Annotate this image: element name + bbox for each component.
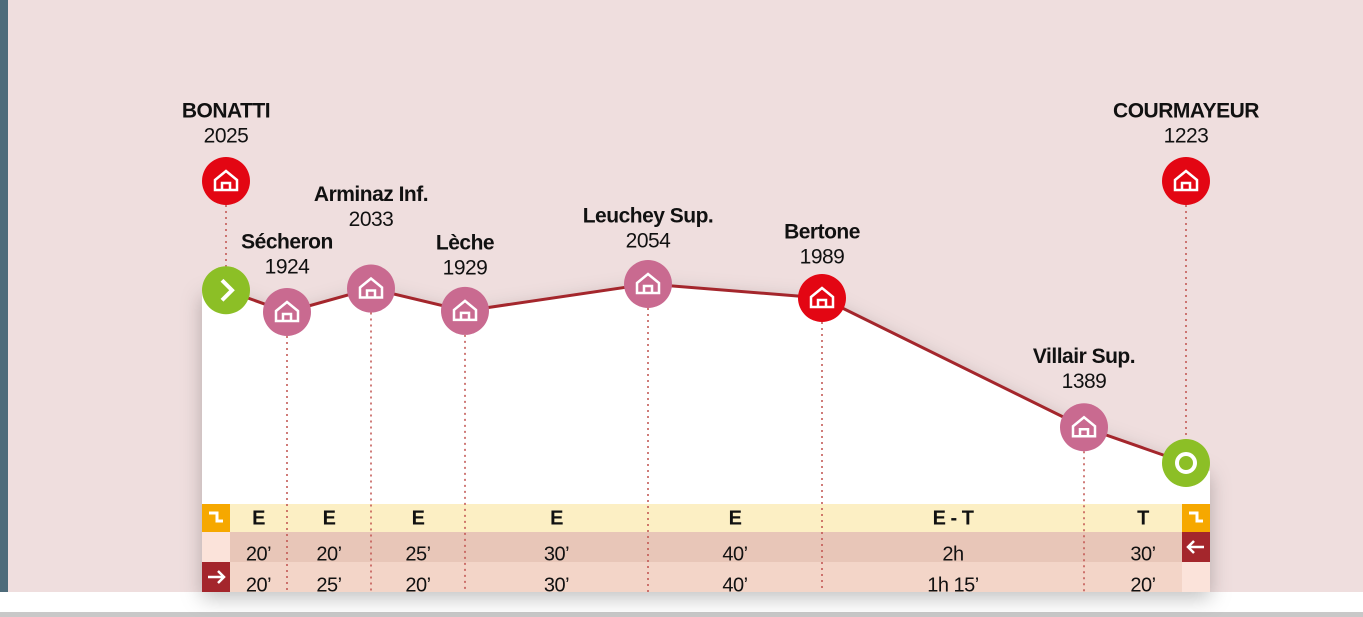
difficulty-row [202, 504, 1210, 532]
waypoint-icon [624, 260, 672, 308]
icon-glyph [452, 299, 478, 322]
time-forward: 40’ [722, 543, 747, 565]
start-marker [202, 266, 250, 315]
time-forward: 25’ [405, 543, 430, 565]
difficulty-icon-glyph [1189, 511, 1203, 523]
waypoint-name: Arminaz Inf. [314, 183, 428, 206]
difficulty: T [1137, 507, 1149, 529]
time-back: 1h 15’ [927, 574, 979, 596]
time-forward: 30’ [544, 543, 569, 565]
waypoint-name: Villair Sup. [1033, 345, 1135, 368]
difficulty: E [323, 507, 336, 529]
waypoint-elevation: 2054 [626, 230, 672, 253]
difficulty: E [412, 507, 425, 529]
icon-glyph [213, 169, 239, 192]
time-row-back [202, 562, 1210, 592]
waypoint-elevation: 1389 [1062, 370, 1107, 393]
waypoint-name: Sécheron [241, 231, 333, 254]
waypoint-name: Lèche [436, 231, 494, 254]
time-back: 30’ [544, 574, 569, 596]
waypoint-name: Bertone [784, 221, 860, 244]
cell [1182, 562, 1210, 592]
icon-glyph [1071, 415, 1097, 438]
waypoint-elevation: 1929 [443, 256, 488, 279]
waypoint-icon [347, 264, 395, 313]
time-back: 20’ [1130, 574, 1155, 596]
waypoint-icon [1060, 403, 1108, 452]
difficulty: E [252, 507, 265, 529]
waypoint-elevation: 2033 [349, 208, 394, 231]
waypoint-icon [441, 286, 489, 335]
end-marker [1162, 439, 1210, 487]
time-forward: 2h [942, 543, 963, 565]
waypoint-elevation: 1223 [1164, 125, 1209, 148]
marker-glyph [1175, 452, 1197, 474]
waypoint-icon [1162, 157, 1210, 205]
time-forward: 20’ [246, 543, 271, 565]
time-row-forward [202, 532, 1210, 562]
time-back: 20’ [246, 574, 271, 596]
time-back: 25’ [316, 574, 341, 596]
waypoint-icon [202, 157, 250, 205]
icon-glyph [274, 300, 300, 323]
arrow-glyph [1186, 540, 1204, 554]
cell [202, 532, 230, 562]
icon-glyph [809, 286, 835, 309]
difficulty: E [729, 507, 742, 529]
waypoint-icon [263, 288, 311, 337]
waypoint-name: Leuchey Sup. [583, 205, 714, 228]
arrow-glyph [208, 570, 226, 584]
icon-glyph [358, 276, 384, 299]
time-forward: 20’ [316, 543, 341, 565]
photo-edge [0, 0, 8, 592]
time-back: 40’ [722, 574, 747, 596]
icon-glyph [635, 272, 661, 295]
waypoint-elevation: 1924 [265, 256, 311, 279]
difficulty: E - T [933, 507, 974, 529]
time-forward: 30’ [1130, 543, 1155, 565]
waypoint-name: BONATTI [182, 100, 270, 123]
waypoint-elevation: 2025 [204, 125, 249, 148]
icon-glyph [1173, 169, 1199, 192]
waypoint-name: COURMAYEUR [1113, 100, 1259, 123]
difficulty-icon-glyph [209, 511, 223, 523]
difficulty: E [550, 507, 563, 529]
waypoint-icon [798, 274, 846, 323]
time-back: 20’ [405, 574, 430, 596]
marker-glyph [220, 278, 235, 302]
bottom-photo [0, 612, 1363, 617]
table: E 20’ 20’ E 20’ 25’ E 25’ 20’ E 30’ 30’ E 40’ 40’ E - T… [202, 504, 1210, 596]
waypoint-elevation: 1989 [800, 246, 845, 269]
